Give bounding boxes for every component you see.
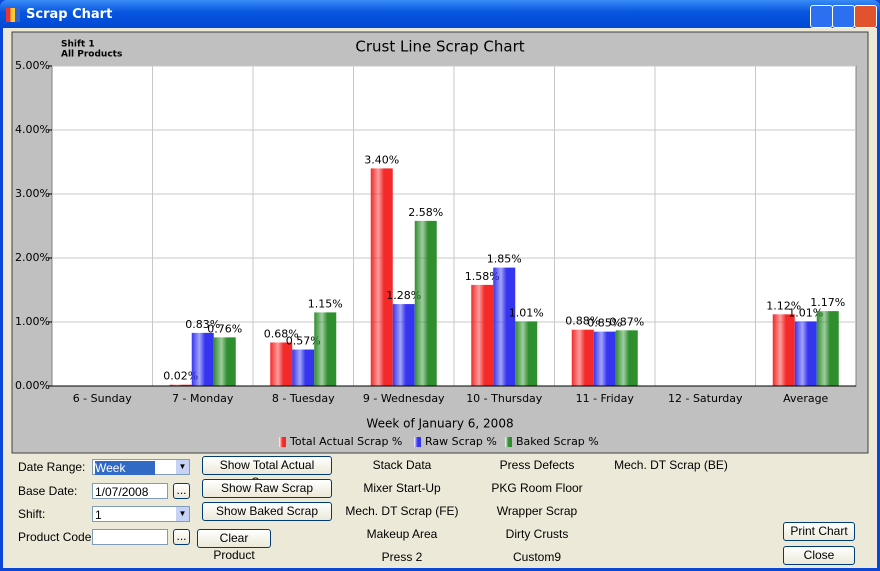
value-label: 1.28%: [386, 289, 421, 302]
value-label: 0.83%: [185, 318, 220, 331]
bar: [794, 321, 817, 386]
legend-label: Raw Scrap %: [425, 435, 497, 448]
chart: Crust Line Scrap Chart Shift 1 All Produ…: [11, 31, 869, 454]
report-item[interactable]: Custom9: [512, 550, 562, 564]
bar: [370, 168, 393, 386]
date-range-select[interactable]: Week ▼: [92, 459, 190, 475]
bar: [493, 267, 516, 386]
button[interactable]: Print Chart: [783, 522, 855, 541]
report-item[interactable]: Makeup Area: [366, 527, 438, 541]
dropdown-arrow[interactable]: ▼: [176, 507, 189, 521]
value-label: 1.01%: [788, 306, 823, 319]
shift-select[interactable]: 1 ▼: [92, 506, 190, 522]
report-item[interactable]: Wrapper Scrap: [496, 504, 578, 518]
x-tick-label: Average: [783, 392, 828, 405]
value-label: 0.76%: [207, 322, 242, 335]
button[interactable]: Close: [783, 546, 855, 565]
window-title: Scrap Chart: [26, 7, 113, 22]
button[interactable]: Show Total Actual Scrap: [202, 456, 332, 489]
value-label: 0.85%: [587, 317, 622, 330]
report-item[interactable]: PKG Room Floor: [491, 481, 583, 495]
y-tick-label: 3.00%: [15, 187, 50, 200]
value-label: 2.58%: [408, 206, 443, 219]
value-label: 0.88%: [565, 315, 600, 328]
legend-swatch: [414, 437, 421, 447]
bar: [314, 312, 337, 386]
x-tick-label: 11 - Friday: [576, 392, 635, 405]
x-tick-label: 9 - Wednesday: [363, 392, 445, 405]
report-item[interactable]: Press 2: [381, 550, 423, 564]
value-label: 3.40%: [364, 153, 399, 166]
dropdown-arrow[interactable]: ▼: [176, 460, 189, 474]
title-bar: Scrap Chart: [0, 0, 880, 30]
bar: [292, 349, 315, 386]
subtitle: Shift 1: [61, 40, 95, 50]
x-tick-label: 8 - Tuesday: [272, 392, 335, 405]
bar: [593, 331, 616, 386]
bar: [615, 330, 638, 386]
value-label: 0.68%: [264, 327, 299, 340]
button[interactable]: Clear Product: [197, 529, 271, 562]
x-tick-label: 7 - Monday: [172, 392, 234, 405]
chart-title: Crust Line Scrap Chart: [355, 38, 524, 56]
x-tick-label: 12 - Saturday: [668, 392, 743, 405]
label: Product Code:: [18, 530, 95, 544]
value-label: 1.01%: [509, 306, 544, 319]
bar: [571, 329, 594, 386]
y-tick-label: 5.00%: [15, 59, 50, 72]
bar: [816, 311, 839, 386]
legend-label: Baked Scrap %: [516, 435, 599, 448]
x-axis-title: Week of January 6, 2008: [366, 417, 513, 431]
report-item[interactable]: Mech. DT Scrap (BE): [614, 458, 728, 472]
y-tick-label: 1.00%: [15, 315, 50, 328]
bar: [191, 332, 214, 386]
bar: [515, 321, 538, 386]
bar: [414, 220, 437, 386]
bar: [392, 304, 415, 386]
subtitle: All Products: [61, 50, 122, 60]
report-item[interactable]: Stack Data: [372, 458, 432, 472]
browse-button[interactable]: ...: [173, 483, 190, 499]
bar: [213, 337, 236, 386]
value-label: 0.02%: [163, 370, 198, 383]
selected-value: Week: [95, 461, 156, 475]
app-icon: [6, 8, 20, 22]
bar: [471, 284, 494, 386]
legend-swatch: [279, 437, 286, 447]
y-tick-label: 2.00%: [15, 251, 50, 264]
bar: [772, 314, 795, 386]
y-tick-label: 4.00%: [15, 123, 50, 136]
label: Base Date:: [18, 484, 78, 498]
value-label: 0.87%: [609, 315, 644, 328]
value-label: 1.58%: [465, 270, 500, 283]
browse-button[interactable]: ...: [173, 529, 190, 545]
value-label: 1.85%: [487, 253, 522, 266]
value-label: 1.17%: [810, 296, 845, 309]
base-date-input[interactable]: 1/07/2008: [92, 483, 168, 499]
value-label: 1.15%: [308, 297, 343, 310]
legend-label: Total Actual Scrap %: [289, 435, 402, 448]
product-code-input[interactable]: [92, 529, 168, 545]
x-tick-label: 10 - Thursday: [466, 392, 543, 405]
y-tick-label: 0.00%: [15, 379, 50, 392]
value-label: 1.12%: [766, 299, 801, 312]
close-window-button[interactable]: [854, 5, 877, 28]
label: Date Range:: [18, 460, 86, 474]
report-item[interactable]: Dirty Crusts: [505, 527, 569, 541]
report-item[interactable]: Mech. DT Scrap (FE): [345, 504, 459, 518]
label: Shift:: [18, 507, 46, 521]
report-item[interactable]: Mixer Start-Up: [363, 481, 441, 495]
report-item[interactable]: Press Defects: [499, 458, 575, 472]
bar: [270, 342, 293, 386]
button[interactable]: Show Baked Scrap: [202, 502, 332, 521]
button[interactable]: Show Raw Scrap: [202, 479, 332, 498]
value-label: 0.57%: [286, 335, 321, 348]
x-tick-label: 6 - Sunday: [73, 392, 133, 405]
legend-swatch: [505, 437, 512, 447]
bar: [169, 384, 192, 386]
